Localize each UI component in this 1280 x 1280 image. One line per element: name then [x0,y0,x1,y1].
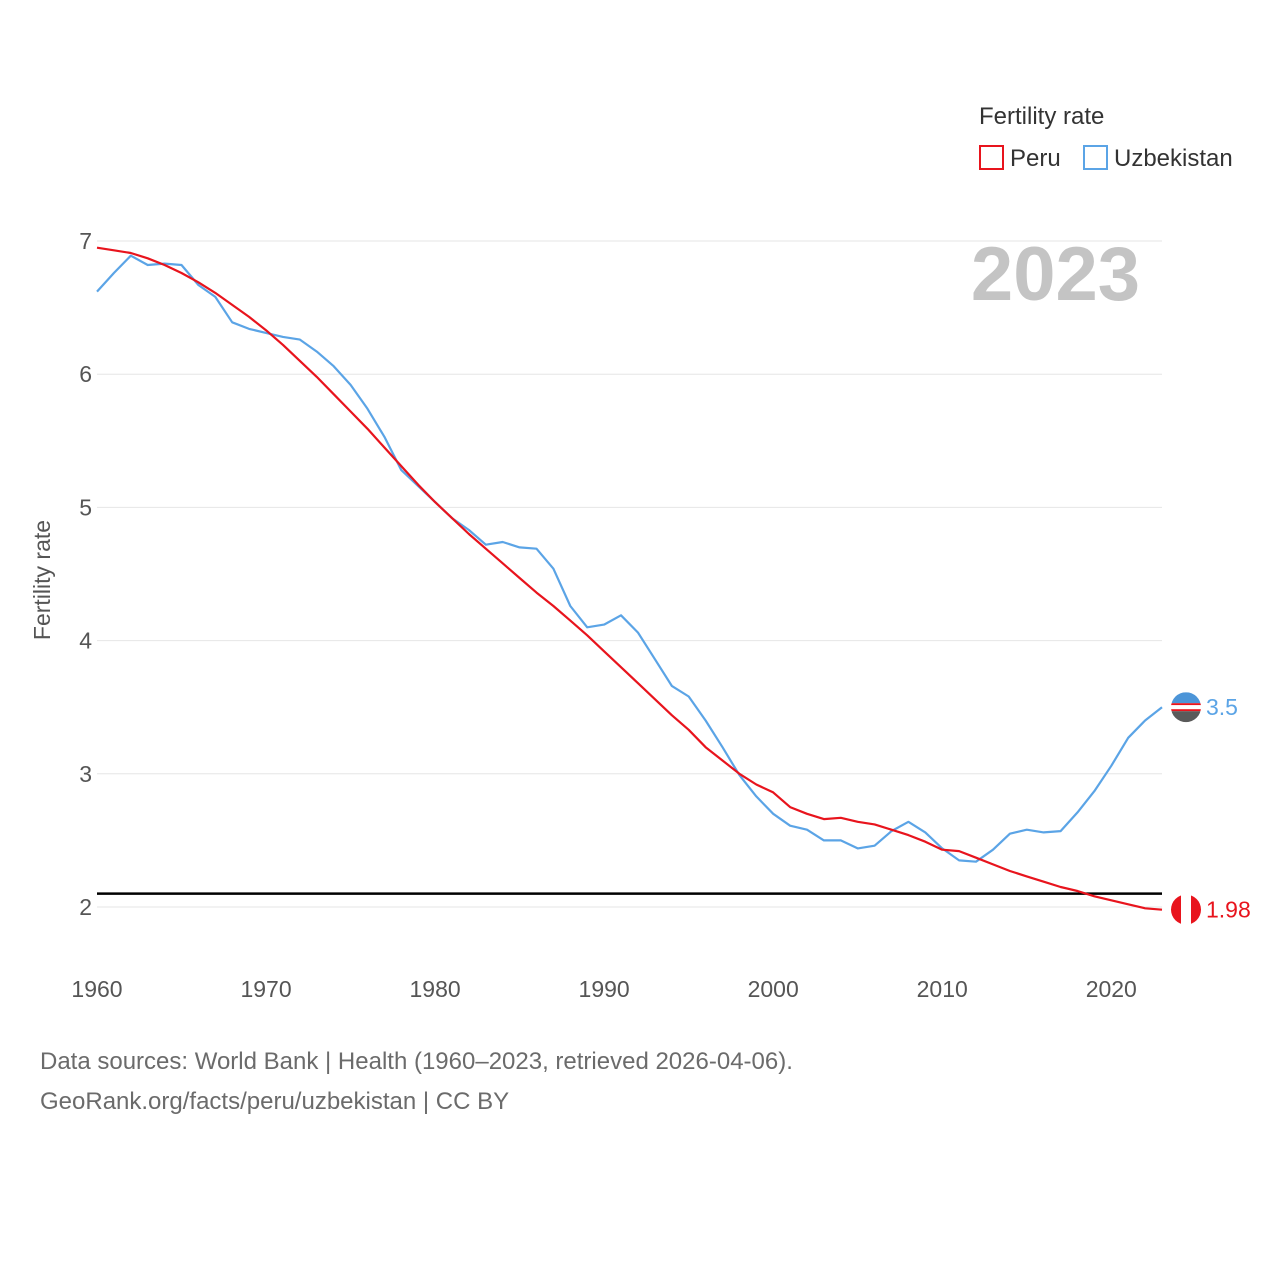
legend-title: Fertility rate [979,103,1104,130]
x-tick-2020: 2020 [1086,976,1137,1002]
x-tick-2010: 2010 [917,976,968,1002]
y-tick-4: 4 [79,628,92,654]
grid-lines [97,240,1162,908]
end-marker-peru [1171,894,1201,925]
legend-label-uzbekistan[interactable]: Uzbekistan [1114,145,1233,172]
x-axis-ticks: 1960 1970 1980 1990 2000 2010 2020 [71,976,1136,1002]
flag-peru-stripe-left [1171,894,1181,925]
x-tick-1970: 1970 [240,976,291,1002]
y-axis-ticks: 2 3 4 5 6 7 [79,228,92,920]
footer: Data sources: World Bank | Health (1960–… [40,1042,793,1122]
x-tick-1990: 1990 [579,976,630,1002]
x-tick-1980: 1980 [410,976,461,1002]
end-marker-uzbekistan [1171,692,1201,723]
y-tick-5: 5 [79,494,92,520]
end-label-uzbekistan: 3.5 [1206,694,1238,720]
legend-swatch-peru[interactable] [979,145,1004,170]
flag-uzb-stripe-top [1171,692,1201,704]
y-tick-3: 3 [79,761,92,787]
flag-uzb-fimbriation-bottom [1171,709,1201,712]
series-lines [96,246,1163,911]
flag-uzbekistan-icon [1171,692,1201,723]
series-line-peru[interactable] [96,246,1163,911]
flag-uzb-stripe-mid [1171,705,1201,710]
x-tick-1960: 1960 [71,976,122,1002]
data-sources-note: Data sources: World Bank | Health (1960–… [40,1048,793,1075]
series-line-uzbekistan[interactable] [96,254,1163,863]
y-axis-label: Fertility rate [29,520,55,640]
legend: Fertility rate Peru Uzbekistan [979,103,1233,172]
flag-peru-stripe-right [1191,894,1201,925]
legend-label-peru[interactable]: Peru [1010,145,1061,172]
y-tick-2: 2 [79,894,92,920]
flag-uzb-fimbriation-top [1171,703,1201,706]
y-tick-7: 7 [79,228,92,254]
source-link[interactable]: GeoRank.org/facts/peru/uzbekistan | CC B… [40,1088,510,1115]
flag-peru-icon [1171,894,1201,925]
flag-uzb-stripe-bottom [1171,711,1201,723]
flag-peru-stripe-mid [1181,894,1191,925]
year-watermark: 2023 [971,232,1140,317]
end-label-peru: 1.98 [1206,897,1251,923]
legend-swatch-uzbekistan[interactable] [1083,145,1108,170]
y-tick-6: 6 [79,361,92,387]
x-tick-2000: 2000 [748,976,799,1002]
end-markers: 3.5 1.98 [1171,692,1251,925]
